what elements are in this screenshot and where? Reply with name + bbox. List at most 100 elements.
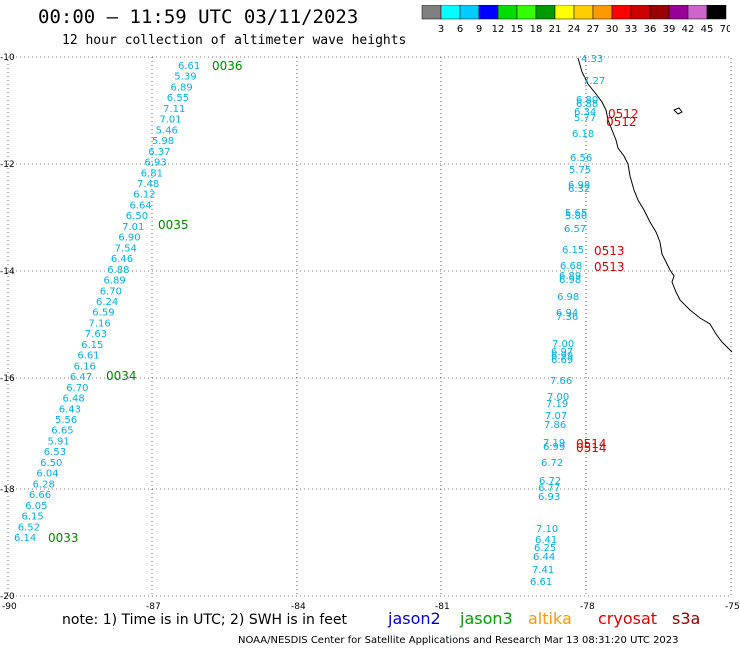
swh-value: 7.19 xyxy=(543,438,565,449)
coastline xyxy=(577,57,733,353)
swh-value: 7.63 xyxy=(85,329,107,340)
western-track: 6.615.396.896.557.117.015.465.986.376.93… xyxy=(14,61,200,544)
swh-value: 6.64 xyxy=(130,201,152,212)
swh-value: 7.10 xyxy=(536,524,558,535)
swh-value: 6.89 xyxy=(104,276,126,287)
swh-value: 6.16 xyxy=(74,361,96,372)
swh-value: 5.91 xyxy=(48,437,70,448)
swh-value: 6.89 xyxy=(559,271,581,282)
swh-value: 6.68 xyxy=(560,261,582,272)
swh-value: 6.89 xyxy=(171,83,193,94)
swh-value: 6.90 xyxy=(118,233,140,244)
swh-value: 6.61 xyxy=(77,351,99,362)
swh-value: 6.14 xyxy=(14,533,36,544)
swh-value: 5.80 xyxy=(565,211,587,222)
swh-value: 7.00 xyxy=(547,392,569,403)
swh-value: 6.61 xyxy=(178,61,200,72)
swh-value: 6.77 xyxy=(538,483,560,494)
swh-value: 6.97 xyxy=(551,347,573,358)
swh-value: 6.12 xyxy=(133,190,155,201)
scale-label: 39 xyxy=(663,24,676,35)
swh-value: 6.52 xyxy=(18,522,40,533)
swh-value: 4.33 xyxy=(581,54,603,65)
swh-value: 6.98 xyxy=(557,292,579,303)
scale-label: 27 xyxy=(587,24,600,35)
pass-time-label: 0036 xyxy=(212,59,243,73)
footer-credit: NOAA/NESDIS Center for Satellite Applica… xyxy=(238,635,679,646)
swh-value: 6.72 xyxy=(541,458,563,469)
swh-value: 7.41 xyxy=(532,565,554,576)
swh-value: 6.81 xyxy=(141,168,163,179)
swh-value: 7.07 xyxy=(545,411,567,422)
swh-value: 6.37 xyxy=(148,147,170,158)
swh-value: 7.54 xyxy=(115,243,137,254)
scale-label: 33 xyxy=(625,24,638,35)
sat-legend-jason3: jason3 xyxy=(460,609,513,628)
swh-value: 5.98 xyxy=(152,136,174,147)
pass-time-label: 0512 xyxy=(606,115,637,129)
pass-time-label: 0512 xyxy=(608,107,639,121)
swh-value: 7.01 xyxy=(122,222,144,233)
lat-tick-label: -20 xyxy=(0,592,15,602)
swh-value: 7.16 xyxy=(89,319,111,330)
lon-tick-label: -90 xyxy=(2,602,17,610)
swh-value: 6.69 xyxy=(551,355,573,366)
swh-value: 7.27 xyxy=(583,76,605,87)
swh-value: 6.98 xyxy=(559,275,581,286)
swh-value: 6.57 xyxy=(564,224,586,235)
scale-label: 45 xyxy=(701,24,714,35)
swh-value: 6.66 xyxy=(29,490,51,501)
lat-tick-label: -16 xyxy=(0,374,15,384)
sat-legend-cryosat: cryosat xyxy=(598,609,658,628)
swh-value: 6.53 xyxy=(44,447,66,458)
swh-value: 6.99 xyxy=(543,442,565,453)
page-subtitle: 12 hour collection of altimeter wave hei… xyxy=(62,33,407,48)
pass-time-label: 0034 xyxy=(106,369,137,383)
eastern-track: 4.33 7.27 6.806.886.345.77 6.18 6.565.75 6.98… xyxy=(530,54,605,588)
scale-label: 24 xyxy=(568,24,581,35)
swh-value: 6.18 xyxy=(572,129,594,140)
swh-value: 6.15 xyxy=(81,340,103,351)
pass-time-label: 0035 xyxy=(158,218,189,232)
lat-tick-label: -10 xyxy=(0,53,15,63)
swh-value: 7.86 xyxy=(544,420,566,431)
swh-value: 6.43 xyxy=(59,404,81,415)
swh-value: 7.19 xyxy=(546,399,568,410)
lat-tick-label: -14 xyxy=(0,267,15,277)
swh-value: 7.66 xyxy=(550,376,572,387)
scale-label: 18 xyxy=(530,24,543,35)
swh-value: 6.47 xyxy=(70,372,92,383)
swh-value: 6.48 xyxy=(63,394,85,405)
swh-value: 6.93 xyxy=(538,492,560,503)
pass-time-label: 0033 xyxy=(48,531,79,545)
swh-value: 7.00 xyxy=(552,339,574,350)
swh-value: 6.32 xyxy=(568,184,590,195)
scale-label: 36 xyxy=(644,24,657,35)
scale-swatch xyxy=(706,5,727,20)
graticule xyxy=(7,56,732,597)
scale-label: 30 xyxy=(606,24,619,35)
swh-value: 6.70 xyxy=(66,383,88,394)
scale-label: 15 xyxy=(511,24,524,35)
pass-time-label: 0513 xyxy=(594,260,625,274)
swh-value: 6.04 xyxy=(36,469,58,480)
pass-time-label: 0514 xyxy=(576,441,607,455)
swh-value: 5.75 xyxy=(569,165,591,176)
island-outline xyxy=(673,107,683,115)
scale-label: 70 xyxy=(720,24,730,35)
swh-value: 6.46 xyxy=(111,254,133,265)
scale-label: 21 xyxy=(549,24,562,35)
lon-tick-label: -81 xyxy=(435,602,450,610)
swh-value: 5.56 xyxy=(55,415,77,426)
units-note: note: 1) Time is in UTC; 2) SWH is in fe… xyxy=(62,612,348,628)
swh-value: 6.50 xyxy=(126,211,148,222)
swh-value: 7.01 xyxy=(159,115,181,126)
map-frame xyxy=(7,56,732,597)
sat-legend-jason2: jason2 xyxy=(388,609,441,628)
altimeter-map[interactable]: -90 -87 -84 -81 -78 -75 -10 -12 -14 -16 -18 -20 6.61… xyxy=(0,0,740,610)
swh-value: 6.25 xyxy=(534,543,556,554)
scale-label: 3 xyxy=(438,24,444,35)
swh-value: 5.65 xyxy=(565,208,587,219)
lat-tick-label: -18 xyxy=(0,485,15,495)
